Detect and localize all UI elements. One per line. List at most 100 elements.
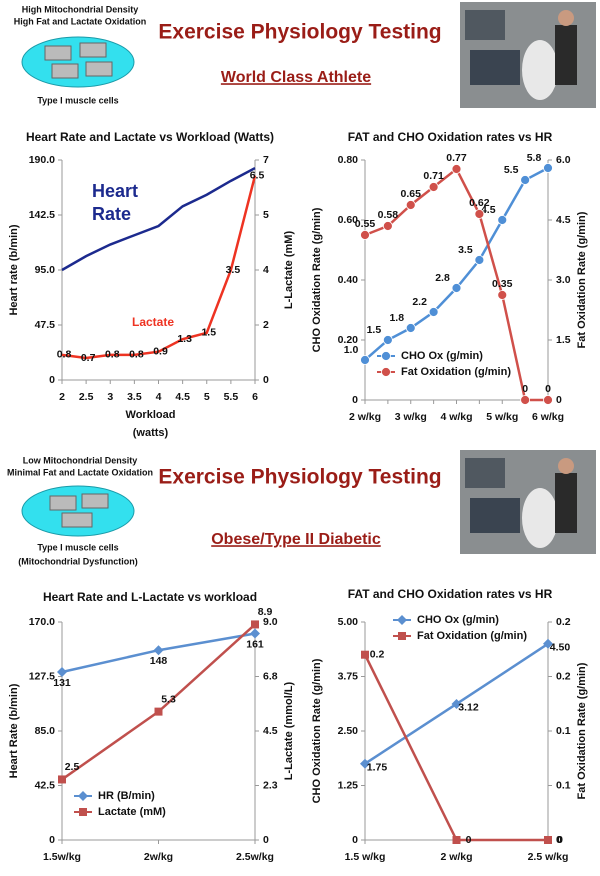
data-label: 3.5: [226, 264, 241, 276]
marker: [497, 290, 508, 300]
data-label: 161: [246, 638, 264, 650]
y2-tick-label: 0.2: [556, 670, 571, 682]
series-label: Heart Rate: [92, 181, 139, 224]
data-label: 1.75: [367, 761, 388, 773]
y-axis-label: Heart rate (b/min): [8, 224, 20, 315]
data-label: 0.7: [81, 352, 96, 364]
legend-label: HR (B/min): [98, 790, 155, 802]
marker: [474, 209, 485, 219]
y2-tick-label: 2: [263, 319, 269, 331]
x-tick-label: 3 w/kg: [395, 411, 427, 423]
y2-tick-label: 5: [263, 209, 269, 221]
cell-image: [21, 36, 135, 88]
x-tick-label: 2.5w/kg: [236, 851, 274, 863]
y-tick-label: 42.5: [35, 779, 56, 791]
cell-note: High Fat and Lactate Oxidation: [14, 16, 147, 26]
data-label: 0.58: [378, 209, 399, 221]
marker: [382, 221, 393, 231]
legend-label: CHO Ox (g/min): [417, 614, 499, 626]
y2-tick-label: 4.5: [556, 214, 571, 226]
marker: [405, 200, 416, 210]
x-axis-label: Workload: [126, 409, 176, 421]
marker: [153, 645, 164, 656]
section-title: Exercise Physiology Testing: [158, 21, 441, 44]
cell-image: [21, 485, 135, 537]
data-label: 148: [150, 655, 168, 667]
marker: [397, 615, 407, 625]
marker: [428, 182, 439, 192]
marker: [381, 351, 391, 361]
data-label: 0: [557, 834, 563, 846]
marker: [78, 791, 88, 801]
cell-caption: Type I muscle cells: [37, 95, 118, 105]
y-axis-label: CHO Oxidation Rate (g/min): [311, 207, 323, 352]
marker: [250, 628, 260, 639]
data-label: 0.65: [401, 188, 422, 200]
y2-tick-label: 4: [263, 264, 269, 276]
section-title: Exercise Physiology Testing: [158, 466, 441, 489]
y2-tick-label: 9.0: [263, 616, 278, 628]
x-tick-label: 2.5 w/kg: [528, 851, 569, 863]
legend-label: Fat Oxidation (g/min): [401, 366, 511, 378]
marker: [543, 638, 553, 649]
y2-tick-label: 0.2: [556, 616, 571, 628]
data-label: 0: [522, 383, 528, 395]
y2-tick-label: 0.1: [556, 779, 571, 791]
cell-note: Low Mitochondrial Density: [23, 455, 138, 465]
data-label: 1.0: [344, 344, 359, 356]
y2-tick-label: 0: [263, 374, 269, 386]
data-label: 131: [53, 677, 71, 689]
x-tick-label: 5.5: [224, 391, 239, 403]
marker: [452, 836, 461, 844]
y-tick-label: 95.0: [35, 264, 56, 276]
data-label: 8.9: [258, 606, 273, 618]
y2-tick-label: 4.5: [263, 725, 278, 737]
y-tick-label: 0.60: [338, 214, 359, 226]
marker: [451, 164, 462, 174]
y2-tick-label: 0: [556, 834, 562, 846]
x-tick-label: 4: [156, 391, 162, 403]
y2-axis-label: Fat Oxidation Rate (g/min): [576, 662, 588, 799]
x-tick-label: 4 w/kg: [440, 411, 472, 423]
cell-note: Minimal Fat and Lactate Oxidation: [7, 467, 153, 477]
data-label: 4.5: [481, 204, 496, 216]
data-label: 0.35: [492, 278, 513, 290]
x-tick-label: 2w/kg: [144, 851, 173, 863]
data-label: 3.12: [458, 702, 479, 714]
marker: [360, 355, 370, 365]
cell-caption: (Mitochondrial Dysfunction): [18, 556, 138, 566]
marker: [361, 650, 369, 659]
marker: [57, 667, 67, 678]
y-tick-label: 0.40: [338, 274, 359, 286]
y-tick-label: 0.80: [338, 154, 359, 166]
y2-tick-label: 0: [263, 834, 269, 846]
data-label: 0.55: [355, 218, 376, 230]
data-label: 0.2: [370, 648, 385, 660]
data-label: 2.8: [435, 272, 450, 284]
y2-tick-label: 0: [556, 394, 562, 406]
marker: [360, 758, 370, 769]
data-label: 1.3: [177, 333, 192, 345]
data-label: 5.5: [504, 164, 519, 176]
y-axis-label: CHO Oxidation Rate (g/min): [311, 658, 323, 803]
marker: [381, 367, 391, 377]
chart-title: Heart Rate and L-Lactate vs workload: [43, 590, 257, 604]
marker: [543, 395, 553, 405]
x-tick-label: 6 w/kg: [532, 411, 564, 423]
photo: [460, 450, 596, 554]
x-tick-label: 1.5 w/kg: [345, 851, 386, 863]
data-label: 1.5: [367, 324, 382, 336]
data-label: 0.8: [105, 349, 120, 361]
y-tick-label: 127.5: [29, 670, 55, 682]
x-tick-label: 2: [59, 391, 65, 403]
marker: [79, 808, 87, 816]
data-label: 0.62: [469, 197, 490, 209]
marker: [451, 283, 462, 293]
data-label: 3.5: [458, 244, 473, 256]
marker: [382, 335, 393, 345]
data-label: 0: [545, 383, 551, 395]
marker: [497, 215, 508, 225]
photo: [460, 2, 596, 108]
